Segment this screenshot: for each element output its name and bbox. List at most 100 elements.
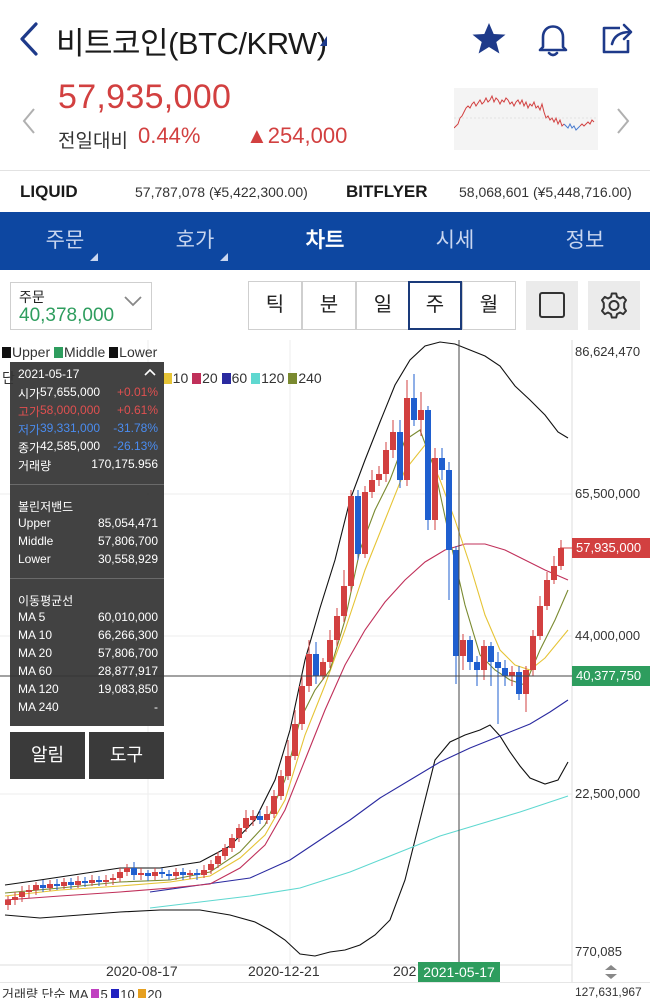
candle-body-46 (327, 640, 333, 662)
candle-body-64 (453, 550, 459, 656)
candle-body-75 (530, 636, 536, 670)
volume-legend-label: 거래량 단순 MA (2, 987, 88, 998)
candle-body-44 (313, 654, 319, 676)
candle-body-15 (110, 878, 116, 880)
price-chart[interactable]: Upper Middle Lower 단 10 20 60 120 240 86… (0, 340, 650, 998)
current-price: 57,935,000 (58, 78, 232, 116)
crosshair-price-tag: 40,377,750 (572, 666, 650, 686)
candle-body-20 (145, 873, 151, 876)
current-price-tag: 57,935,000 (572, 538, 650, 558)
y-label-4: 22,500,000 (575, 786, 641, 801)
candle-body-2 (19, 892, 25, 897)
ma10-row: MA 10 66,266,300 (18, 628, 158, 644)
period-day-button[interactable]: 일 (356, 281, 410, 330)
order-price-value: 40,378,000 (19, 305, 115, 326)
exchange-name-bitflyer: BITFLYER (346, 182, 428, 201)
candle-body-59 (418, 410, 424, 420)
candle-body-30 (215, 856, 221, 864)
ma60-row: MA 60 28,877,917 (18, 664, 158, 680)
candle-body-57 (404, 398, 410, 480)
ma120-label: MA 120 (18, 682, 59, 696)
candle-body-22 (159, 872, 165, 874)
candle-body-25 (180, 872, 186, 875)
gear-icon (601, 292, 627, 319)
chevron-up-icon[interactable] (144, 368, 156, 376)
chart-layout-button[interactable] (526, 281, 578, 330)
info-close-value: 42,585,000 (40, 439, 101, 453)
page-title[interactable]: 비트코인(BTC/KRW) (56, 26, 327, 61)
candle-body-10 (75, 881, 81, 885)
period-minute-button[interactable]: 분 (302, 281, 356, 330)
legend-ma240: 240 (298, 370, 322, 386)
tab-quotes[interactable]: 시세 (390, 212, 520, 270)
tools-button[interactable]: 도구 (89, 732, 164, 779)
candle-body-43 (306, 654, 312, 686)
candle-body-29 (208, 864, 214, 870)
tab-chart[interactable]: 차트 (260, 212, 390, 270)
tab-info-label: 정보 (565, 229, 605, 252)
candle-body-70 (495, 662, 501, 668)
candle-body-24 (173, 872, 179, 876)
candle-body-16 (117, 872, 123, 878)
prev-arrow-icon[interactable] (20, 106, 38, 136)
period-month-button[interactable]: 월 (462, 281, 516, 330)
crosshair-date-tag: 2021-05-17 (418, 962, 500, 982)
info-date: 2021-05-17 (18, 367, 80, 381)
star-icon[interactable] (470, 20, 508, 58)
info-volume-label: 거래량 (18, 459, 52, 473)
main-tabs: 주문 호가 차트 시세 정보 (0, 212, 650, 270)
candle-body-8 (61, 882, 67, 886)
candle-body-74 (523, 670, 529, 694)
bb-lower-label: Lower (18, 552, 51, 566)
next-arrow-icon[interactable] (614, 106, 632, 136)
candle-body-78 (551, 566, 557, 580)
period-tick-button[interactable]: 틱 (248, 281, 302, 330)
info-close-pct: -26.13% (113, 439, 158, 453)
title-dropdown-icon[interactable] (320, 36, 327, 46)
change-percent: 0.44% (138, 123, 201, 148)
tab-orderbook-label: 호가 (175, 229, 215, 252)
chart-settings-button[interactable] (588, 281, 640, 330)
order-price-selector[interactable]: 주문 40,378,000 (10, 282, 152, 330)
bb-upper-label: Upper (18, 516, 51, 530)
tab-order[interactable]: 주문 (0, 212, 130, 270)
ma20-label: MA 20 (18, 646, 53, 660)
candle-body-26 (187, 873, 193, 875)
tab-orderbook[interactable]: 호가 (130, 212, 260, 270)
info-open-row: 시가 57,655,000 +0.01% (18, 385, 158, 401)
candle-body-17 (124, 868, 130, 872)
candlestick-chart-canvas[interactable] (0, 340, 650, 998)
candle-body-5 (40, 885, 46, 888)
candle-body-69 (488, 646, 494, 662)
ma20-value: 57,806,700 (97, 646, 158, 660)
back-chevron-icon[interactable] (14, 20, 44, 58)
candle-body-37 (264, 814, 270, 820)
bell-icon[interactable] (534, 20, 572, 58)
candle-body-9 (68, 882, 74, 885)
legend-ma120: 120 (261, 370, 285, 386)
ma20-row: MA 20 57,806,700 (18, 646, 158, 662)
sparkline-chart (454, 88, 598, 150)
candle-body-61 (432, 458, 438, 520)
top-bar: 비트코인(BTC/KRW) (0, 0, 650, 78)
candle-body-38 (271, 796, 277, 814)
info-low-value: 39,331,000 (40, 421, 101, 435)
resize-handle-icon[interactable] (602, 964, 620, 980)
candle-body-56 (397, 432, 403, 480)
exchange-value-liquid: 57,787,078 (¥5,422,300.00) (135, 184, 308, 200)
share-icon[interactable] (598, 20, 636, 58)
candle-body-23 (166, 874, 172, 876)
tab-info[interactable]: 정보 (520, 212, 650, 270)
candle-body-55 (390, 432, 396, 450)
candle-body-13 (96, 880, 102, 882)
info-high-value: 58,000,000 (40, 403, 101, 417)
candle-body-41 (292, 724, 298, 756)
candle-body-51 (362, 492, 368, 554)
tab-quotes-label: 시세 (435, 229, 475, 252)
period-week-button[interactable]: 주 (408, 281, 462, 330)
candle-body-66 (467, 640, 473, 662)
info-close-label: 종가 (18, 441, 41, 455)
tab-order-caret-icon (90, 253, 98, 261)
alarm-button[interactable]: 알림 (10, 732, 85, 779)
candle-body-35 (250, 816, 256, 820)
